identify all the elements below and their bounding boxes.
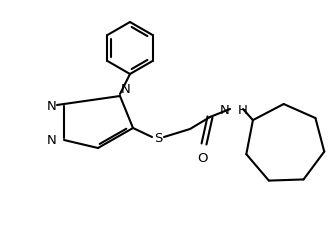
Text: N: N [46, 133, 56, 146]
Text: N: N [46, 99, 56, 112]
Text: N: N [220, 103, 230, 116]
Text: O: O [198, 151, 208, 164]
Text: H: H [238, 103, 248, 116]
Text: S: S [154, 131, 162, 144]
Text: N: N [121, 83, 131, 96]
